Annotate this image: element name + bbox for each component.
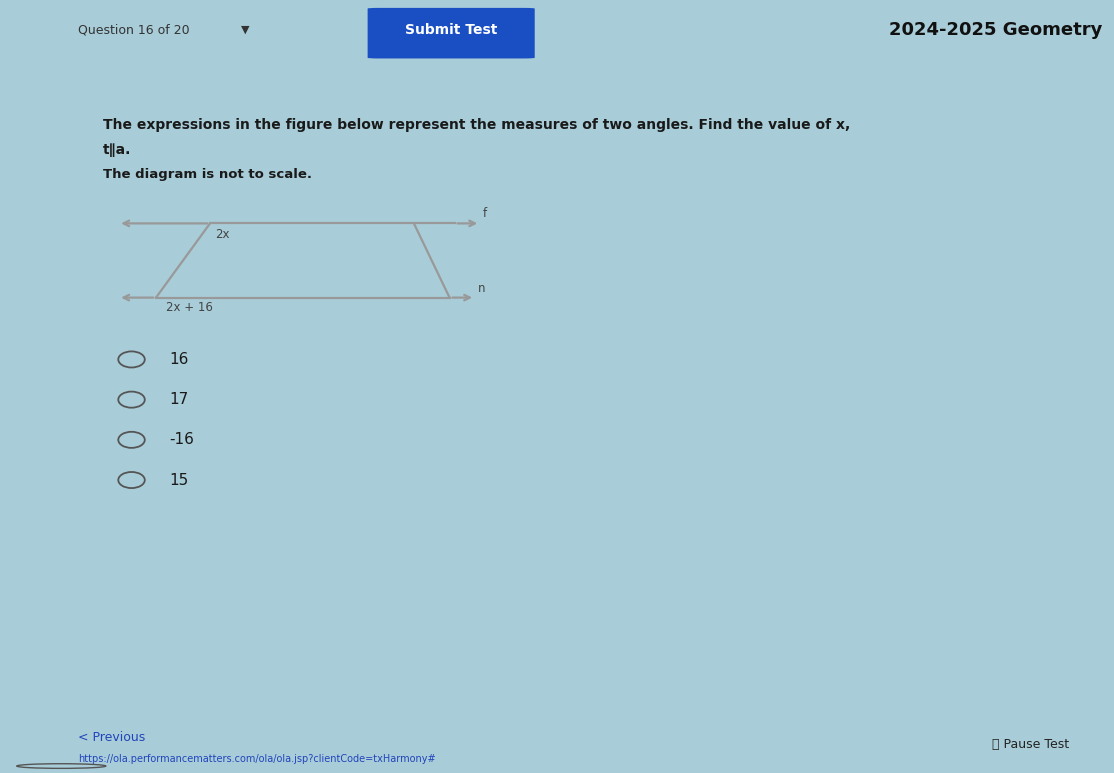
Text: The diagram is not to scale.: The diagram is not to scale. xyxy=(102,168,312,181)
Text: 2x: 2x xyxy=(215,228,229,241)
Text: f: f xyxy=(483,207,487,220)
Text: Question 16 of 20: Question 16 of 20 xyxy=(78,23,189,36)
Text: n: n xyxy=(478,281,486,295)
Text: 16: 16 xyxy=(169,352,188,367)
Text: 2024-2025 Geometry: 2024-2025 Geometry xyxy=(889,21,1103,39)
Text: https://ola.performancematters.com/ola/ola.jsp?clientCode=txHarmony#: https://ola.performancematters.com/ola/o… xyxy=(78,754,436,764)
Text: 15: 15 xyxy=(169,472,188,488)
FancyBboxPatch shape xyxy=(368,8,535,59)
Text: ⓘ Pause Test: ⓘ Pause Test xyxy=(993,737,1069,751)
Text: -16: -16 xyxy=(169,432,194,448)
Text: Submit Test: Submit Test xyxy=(405,23,497,37)
Text: The expressions in the figure below represent the measures of two angles. Find t: The expressions in the figure below repr… xyxy=(102,118,850,132)
Text: t∥a.: t∥a. xyxy=(102,143,131,157)
Text: ▼: ▼ xyxy=(241,25,250,35)
Text: 17: 17 xyxy=(169,392,188,407)
Text: < Previous: < Previous xyxy=(78,731,145,744)
Text: 2x + 16: 2x + 16 xyxy=(166,301,213,314)
